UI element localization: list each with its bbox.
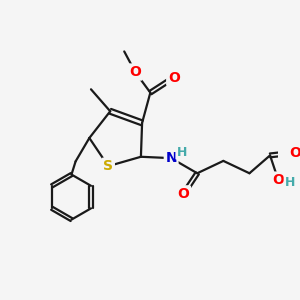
Text: O: O <box>272 173 284 187</box>
Text: O: O <box>168 70 180 85</box>
Text: O: O <box>178 187 189 201</box>
Text: N: N <box>165 151 177 165</box>
Text: H: H <box>176 146 187 159</box>
Text: O: O <box>129 65 141 79</box>
Text: S: S <box>103 159 113 173</box>
Text: O: O <box>289 146 300 160</box>
Text: H: H <box>285 176 295 189</box>
